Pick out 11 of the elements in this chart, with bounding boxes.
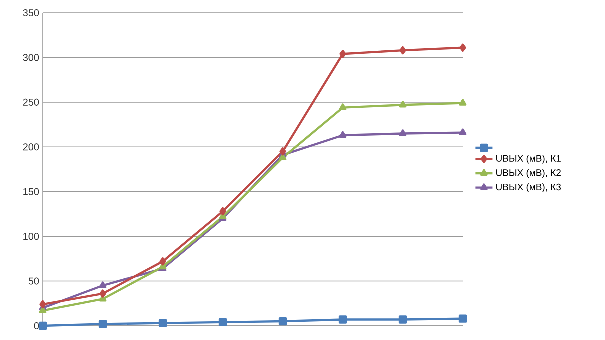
legend-label: UВЫХ (мВ), К3 bbox=[496, 184, 561, 192]
y-tick-label: 150 bbox=[24, 188, 40, 196]
y-tick-label: 300 bbox=[23, 54, 40, 62]
y-tick-label: 0 bbox=[34, 322, 40, 330]
y-tick-label: 200 bbox=[23, 144, 40, 151]
legend-label: UВЫХ (мВ), К2 bbox=[496, 169, 561, 178]
legend-label: UВЫХ (мВ), К1 bbox=[496, 154, 561, 164]
y-tick-label: 100 bbox=[24, 233, 40, 240]
y-tick-label: 250 bbox=[23, 98, 40, 106]
y-tick-label: 50 bbox=[28, 278, 40, 285]
y-tick-label: 350 bbox=[23, 9, 40, 17]
